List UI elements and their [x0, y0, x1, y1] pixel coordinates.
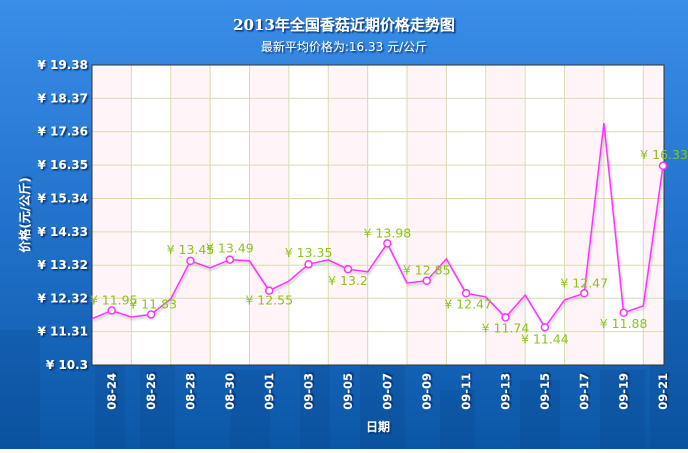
data-label: ¥ 13.2 [328, 273, 368, 288]
x-axis-label: 日期 [366, 419, 390, 434]
series-line [91, 123, 664, 329]
x-tick-label: 09-17 [577, 373, 591, 410]
y-tick-label: ¥ 17.36 [38, 125, 88, 139]
data-point-marker [383, 239, 392, 248]
y-tick-label: ¥ 11.31 [38, 325, 88, 339]
y-tick-label: ¥ 10.3 [46, 358, 88, 372]
data-point-marker [225, 255, 235, 264]
x-tick-label: 08-26 [144, 373, 158, 410]
data-label: ¥ 12.47 [444, 296, 492, 311]
x-tick-label: 09-13 [498, 373, 512, 410]
plot-band [643, 65, 665, 365]
x-tick-label: 09-07 [380, 373, 394, 410]
decor-bar [360, 350, 405, 449]
x-tick-label: 09-01 [262, 373, 276, 410]
data-label: ¥ 12.85 [403, 263, 451, 278]
background-bars-decoration [0, 300, 688, 449]
x-tick-label: 08-28 [183, 373, 197, 410]
data-label: ¥ 12.47 [560, 275, 608, 290]
data-label: ¥ 13.45 [167, 242, 215, 257]
x-tick-label: 09-15 [538, 373, 552, 410]
x-tick-label: 08-30 [223, 373, 237, 410]
x-tick-label: 09-03 [302, 373, 316, 410]
data-label: ¥ 13.98 [363, 225, 411, 240]
plot-border [91, 64, 665, 366]
decor-bar [440, 390, 475, 449]
data-label: ¥ 12.55 [245, 293, 293, 308]
data-point-marker [264, 286, 274, 295]
data-label: ¥ 13.35 [285, 245, 333, 260]
data-point-marker [304, 259, 313, 269]
x-tick-label: 09-11 [459, 373, 473, 410]
plot-band [407, 65, 447, 365]
decor-bar [140, 360, 175, 449]
decor-bar [520, 380, 560, 449]
data-label: ¥ 11.83 [129, 296, 177, 311]
data-point-marker [146, 310, 156, 319]
data-label: ¥ 11.44 [521, 331, 569, 346]
chart-subtitle: 最新平均价格为:16.33 元/公斤 [261, 39, 427, 54]
decor-bar [600, 370, 645, 449]
data-label: ¥ 16.33 [640, 147, 688, 162]
plot-band [328, 65, 369, 365]
y-tick-label: ¥ 16.35 [38, 158, 88, 172]
x-tick-label: 09-09 [420, 373, 434, 410]
data-point-marker [422, 276, 431, 285]
y-tick-label: ¥ 19.38 [38, 58, 88, 72]
y-tick-label: ¥ 14.33 [38, 225, 88, 239]
data-label: ¥ 11.95 [90, 292, 138, 307]
plot-band [171, 65, 211, 365]
data-point-marker [619, 308, 628, 318]
data-point-marker [461, 289, 471, 298]
plot-band [565, 65, 605, 365]
y-tick-label: ¥ 13.32 [38, 258, 88, 272]
y-tick-label: ¥ 18.37 [38, 91, 88, 105]
data-point-marker [658, 161, 668, 171]
data-point-marker [343, 264, 353, 274]
plot-band [250, 65, 290, 365]
data-label: ¥ 11.74 [482, 320, 530, 335]
data-label: ¥ 11.88 [600, 316, 648, 331]
x-tick-label: 09-19 [617, 373, 631, 410]
data-point-marker [107, 306, 116, 315]
data-point-marker [579, 289, 589, 298]
data-point-marker [540, 323, 550, 332]
decor-bar [230, 370, 270, 449]
y-tick-label: ¥ 12.32 [38, 291, 88, 305]
x-tick-label: 08-24 [105, 373, 119, 410]
data-point-marker [186, 256, 195, 266]
decor-bar [0, 330, 40, 449]
data-point-marker [501, 313, 510, 322]
plot-band [92, 65, 132, 365]
data-label: ¥ 13.49 [206, 241, 254, 256]
chart-title: 2013年全国香菇近期价格走势图 [233, 16, 455, 34]
x-tick-label: 09-21 [656, 373, 670, 410]
y-tick-label: ¥ 15.34 [38, 191, 88, 205]
x-tick-label: 09-05 [341, 373, 355, 410]
y-axis-label: 价格(元/公斤) [17, 177, 32, 252]
